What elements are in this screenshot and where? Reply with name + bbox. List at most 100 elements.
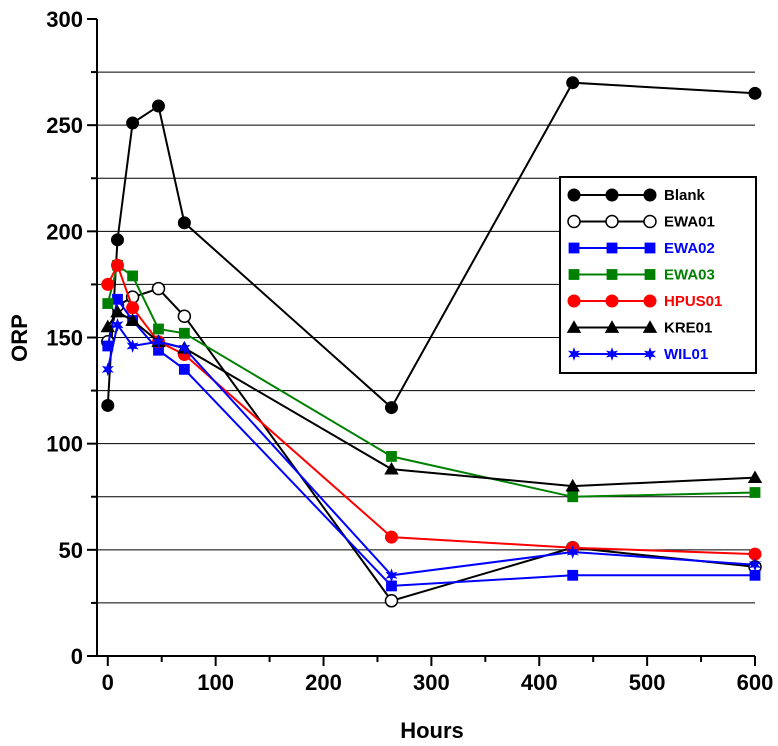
data-point — [749, 557, 761, 572]
data-point — [110, 304, 125, 318]
data-point — [567, 294, 581, 308]
legend-entry: EWA01 — [567, 214, 715, 231]
data-point — [568, 347, 580, 361]
data-point — [566, 545, 579, 559]
data-point — [101, 398, 115, 412]
data-point — [567, 188, 581, 202]
data-point — [605, 188, 619, 202]
data-point — [644, 269, 656, 280]
data-point — [384, 461, 399, 475]
series-group — [100, 76, 763, 608]
data-point — [102, 340, 114, 352]
legend-entry: EWA02 — [568, 240, 715, 257]
data-point — [643, 188, 657, 202]
data-point — [125, 313, 140, 326]
data-point — [102, 298, 114, 309]
y-tick-label: 150 — [46, 326, 83, 351]
x-tick-label: 0 — [102, 670, 114, 695]
series-wil01 — [101, 317, 761, 583]
y-tick-label: 0 — [71, 644, 83, 669]
data-point — [177, 216, 191, 230]
legend-label: EWA01 — [664, 214, 715, 231]
grid-lines — [97, 71, 755, 604]
data-point — [110, 233, 124, 247]
data-point — [644, 242, 656, 254]
series-line — [106, 81, 756, 410]
data-point — [153, 344, 164, 356]
x-tick-label: 600 — [737, 670, 774, 695]
data-point — [567, 214, 581, 229]
data-point — [127, 270, 138, 282]
data-point — [151, 99, 165, 113]
data-point — [101, 277, 115, 291]
data-point — [605, 294, 619, 308]
data-point — [568, 242, 580, 254]
data-point — [101, 362, 114, 377]
data-point — [151, 281, 166, 296]
y-tick-label: 50 — [59, 538, 83, 563]
data-point — [566, 320, 582, 333]
legend: Blank EWA01 EWA02 EWA03 HPUS01 KRE01 WIL01 — [559, 176, 757, 374]
series-ewa02 — [102, 293, 761, 592]
x-tick-label: 400 — [521, 670, 558, 695]
data-point — [384, 594, 399, 608]
data-point — [566, 76, 580, 90]
data-point — [749, 569, 761, 581]
data-point — [384, 401, 398, 415]
data-point — [178, 363, 190, 375]
legend-label: EWA03 — [664, 267, 715, 284]
data-point — [604, 320, 620, 333]
data-point — [126, 116, 140, 130]
axes — [87, 18, 756, 666]
legend-entry: KRE01 — [566, 320, 712, 337]
data-point — [747, 470, 763, 484]
data-point — [386, 451, 397, 462]
legend-label: WIL01 — [664, 346, 708, 363]
data-point — [606, 347, 618, 361]
legend-entry: WIL01 — [568, 346, 708, 363]
data-point — [606, 269, 618, 280]
tick-labels: 0 50 100 150 200 250 300 0 100 200 300 400 500 600 — [46, 7, 773, 695]
data-point — [567, 569, 579, 581]
data-point — [749, 487, 761, 498]
legend-label: HPUS01 — [664, 293, 722, 310]
data-point — [384, 530, 398, 544]
data-point — [606, 242, 618, 254]
data-point — [153, 323, 164, 335]
legend-label: KRE01 — [664, 320, 712, 337]
series-line — [106, 322, 756, 577]
y-tick-label: 250 — [46, 113, 83, 138]
legend-label: Blank — [664, 187, 706, 204]
data-point — [126, 339, 139, 353]
y-tick-label: 200 — [46, 219, 83, 244]
data-point — [178, 341, 191, 355]
data-point — [568, 269, 580, 280]
data-point — [152, 334, 165, 349]
data-point — [567, 491, 579, 503]
x-axis-title: Hours — [400, 718, 464, 743]
x-tick-label: 100 — [197, 670, 234, 695]
data-point — [643, 294, 657, 308]
data-point — [642, 320, 658, 333]
data-point — [111, 317, 124, 332]
data-point — [110, 258, 124, 272]
series-line — [106, 262, 756, 556]
data-point — [386, 580, 397, 592]
y-tick-label: 300 — [46, 7, 83, 32]
y-axis-title: ORP — [7, 314, 32, 362]
series-blank — [101, 76, 762, 415]
legend-entry: HPUS01 — [567, 293, 722, 310]
x-tick-label: 300 — [413, 670, 450, 695]
data-point — [565, 478, 580, 492]
legend-label: EWA02 — [664, 240, 715, 257]
data-point — [126, 301, 140, 315]
data-point — [644, 347, 656, 361]
legend-entry: EWA03 — [568, 267, 715, 284]
data-point — [643, 214, 657, 229]
data-point — [112, 293, 123, 305]
data-point — [177, 309, 192, 324]
data-point — [100, 319, 115, 333]
x-tick-label: 500 — [629, 670, 666, 695]
data-point — [178, 327, 190, 339]
